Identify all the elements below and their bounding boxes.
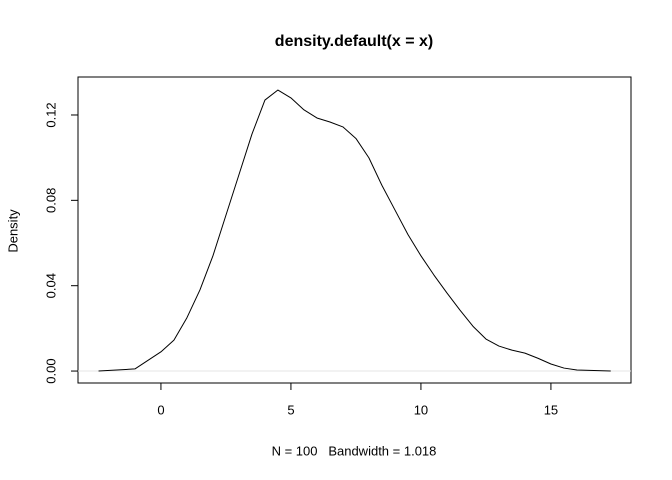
chart-title: density.default(x = x) bbox=[275, 33, 433, 50]
y-tick-label: 0.08 bbox=[43, 188, 58, 213]
density-line bbox=[98, 89, 611, 372]
x-tick-label: 0 bbox=[157, 402, 164, 417]
x-tick-label: 15 bbox=[544, 402, 558, 417]
y-tick-label: 0.00 bbox=[43, 358, 58, 383]
x-tick-label: 5 bbox=[287, 402, 294, 417]
y-axis-label: Density bbox=[5, 209, 20, 253]
y-tick-label: 0.12 bbox=[43, 102, 58, 127]
x-axis-label: N = 100 Bandwidth = 1.018 bbox=[272, 443, 437, 458]
x-tick-label: 10 bbox=[414, 402, 428, 417]
y-tick-label: 0.04 bbox=[43, 273, 58, 298]
